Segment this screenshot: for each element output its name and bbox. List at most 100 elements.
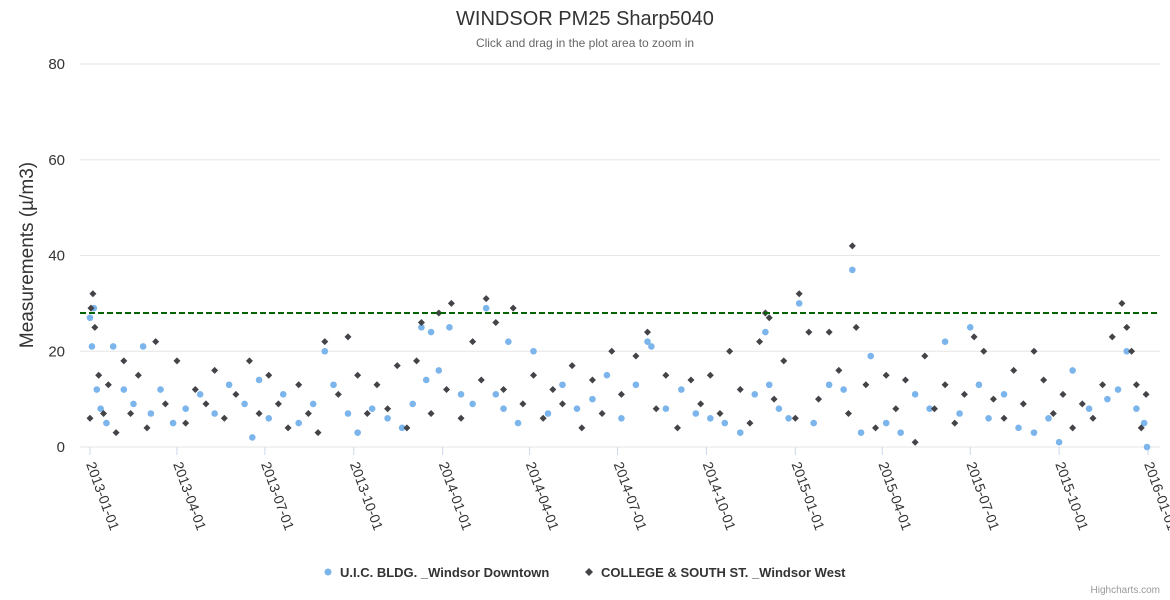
data-point[interactable] (1142, 390, 1150, 398)
data-point[interactable] (157, 386, 164, 393)
data-point[interactable] (617, 390, 625, 398)
data-point[interactable] (697, 400, 705, 408)
data-point[interactable] (88, 343, 96, 350)
data-point[interactable] (469, 400, 476, 408)
data-point[interactable] (805, 328, 813, 336)
data-point[interactable] (901, 376, 909, 384)
data-point[interactable] (97, 405, 104, 413)
data-point[interactable] (1069, 424, 1077, 432)
data-point[interactable] (844, 409, 852, 417)
data-point[interactable] (926, 405, 933, 413)
data-point[interactable] (403, 424, 411, 432)
data-point[interactable] (477, 376, 485, 384)
data-point[interactable] (295, 419, 303, 427)
data-point[interactable] (1000, 391, 1008, 398)
data-point[interactable] (469, 338, 477, 346)
data-point[interactable] (1104, 395, 1111, 403)
data-point[interactable] (1133, 405, 1140, 413)
data-point[interactable] (446, 324, 453, 331)
data-point[interactable] (746, 419, 754, 427)
data-point[interactable] (867, 352, 874, 360)
data-point[interactable] (1045, 414, 1052, 422)
data-point[interactable] (134, 371, 142, 379)
data-point[interactable] (558, 400, 566, 408)
data-point[interactable] (775, 405, 783, 413)
data-point[interactable] (897, 429, 904, 436)
data-point[interactable] (330, 381, 337, 389)
data-point[interactable] (765, 314, 773, 322)
data-point[interactable] (692, 410, 700, 417)
data-point[interactable] (245, 357, 253, 365)
data-point[interactable] (911, 438, 919, 446)
data-point[interactable] (100, 409, 108, 417)
data-point[interactable] (143, 424, 151, 432)
data-point[interactable] (1123, 323, 1131, 331)
data-point[interactable] (632, 381, 640, 389)
data-point[interactable] (970, 333, 978, 341)
data-point[interactable] (344, 410, 352, 417)
data-point[interactable] (120, 386, 128, 393)
data-point[interactable] (321, 347, 329, 355)
data-point[interactable] (872, 424, 880, 432)
data-point[interactable] (500, 386, 508, 394)
data-point[interactable] (930, 405, 938, 413)
data-point[interactable] (835, 366, 843, 374)
data-point[interactable] (220, 414, 228, 422)
data-point[interactable] (662, 371, 670, 379)
data-point[interactable] (1137, 424, 1145, 432)
data-point[interactable] (578, 424, 586, 432)
data-point[interactable] (707, 414, 714, 422)
data-point[interactable] (492, 391, 500, 398)
data-point[interactable] (1030, 429, 1038, 436)
data-point[interactable] (384, 405, 392, 413)
data-point[interactable] (232, 390, 240, 398)
data-point[interactable] (956, 410, 963, 417)
data-point[interactable] (93, 386, 101, 393)
data-point[interactable] (795, 290, 803, 298)
data-point[interactable] (211, 366, 219, 374)
data-point[interactable] (120, 357, 128, 365)
data-point[interactable] (152, 338, 160, 346)
data-point[interactable] (985, 414, 992, 422)
data-point[interactable] (1099, 381, 1107, 389)
data-point[interactable] (736, 429, 744, 436)
data-point[interactable] (1132, 381, 1140, 389)
data-point[interactable] (530, 347, 537, 355)
data-point[interactable] (344, 333, 352, 341)
data-point[interactable] (505, 338, 512, 345)
data-point[interactable] (1078, 400, 1086, 408)
data-point[interactable] (284, 424, 292, 432)
data-point[interactable] (255, 409, 263, 417)
data-point[interactable] (393, 362, 401, 370)
data-point[interactable] (169, 419, 177, 427)
data-point[interactable] (1049, 409, 1057, 417)
data-point[interactable] (422, 376, 430, 384)
data-point[interactable] (544, 410, 552, 417)
data-point[interactable] (418, 324, 425, 331)
data-point[interactable] (427, 409, 435, 417)
data-point[interactable] (86, 314, 94, 322)
data-point[interactable] (147, 410, 155, 417)
data-point[interactable] (825, 381, 833, 389)
data-point[interactable] (706, 371, 714, 379)
data-point[interactable] (1085, 405, 1093, 413)
data-point[interactable] (241, 400, 248, 408)
data-point[interactable] (921, 352, 929, 360)
data-point[interactable] (191, 386, 199, 394)
data-point[interactable] (785, 414, 792, 422)
data-point[interactable] (363, 409, 371, 417)
data-point[interactable] (1118, 299, 1126, 307)
data-point[interactable] (104, 381, 112, 389)
data-point[interactable] (644, 328, 652, 336)
data-point[interactable] (589, 395, 596, 403)
data-point[interactable] (427, 328, 435, 336)
data-point[interactable] (182, 405, 189, 413)
data-point[interactable] (568, 362, 576, 370)
legend-item-downtown[interactable]: U.I.C. BLDG. _Windsor Downtown (324, 565, 550, 580)
data-point[interactable] (941, 381, 949, 389)
data-point[interactable] (127, 409, 135, 417)
data-point[interactable] (130, 400, 137, 408)
data-point[interactable] (603, 371, 611, 379)
data-point[interactable] (644, 338, 651, 345)
